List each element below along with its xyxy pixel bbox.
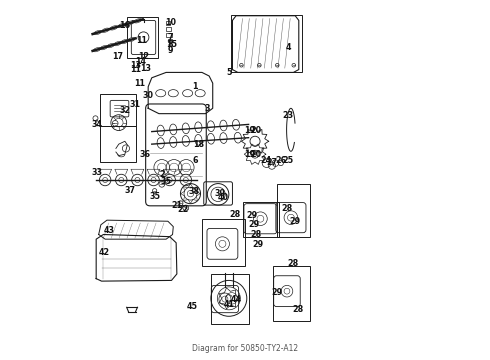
- Text: 9: 9: [168, 46, 173, 55]
- Text: 10: 10: [165, 18, 176, 27]
- Text: 24: 24: [260, 156, 271, 165]
- Text: 29: 29: [253, 240, 264, 249]
- Text: 28: 28: [229, 210, 241, 219]
- Ellipse shape: [118, 23, 125, 28]
- Bar: [272, 266, 310, 320]
- Text: 29: 29: [290, 217, 301, 226]
- Ellipse shape: [121, 40, 128, 44]
- Text: 2: 2: [159, 170, 165, 179]
- Bar: [211, 274, 248, 324]
- Text: 12: 12: [138, 53, 149, 62]
- Bar: [127, 17, 158, 58]
- Text: 41: 41: [224, 300, 235, 309]
- Text: 8: 8: [168, 40, 173, 49]
- Text: 26: 26: [275, 156, 287, 165]
- Text: 29: 29: [248, 220, 259, 229]
- Circle shape: [180, 174, 192, 186]
- Text: 31: 31: [129, 100, 141, 109]
- Text: 20: 20: [250, 150, 261, 159]
- Text: 28: 28: [288, 259, 299, 268]
- Text: 38: 38: [189, 187, 199, 196]
- Text: 19: 19: [245, 150, 255, 159]
- Text: 35: 35: [161, 177, 171, 186]
- Text: 4: 4: [285, 43, 291, 52]
- Text: 25: 25: [282, 156, 294, 165]
- Text: 45: 45: [187, 302, 198, 311]
- Text: 29: 29: [272, 288, 283, 297]
- Ellipse shape: [114, 41, 122, 46]
- Text: 7: 7: [168, 33, 173, 42]
- Ellipse shape: [107, 44, 115, 48]
- Circle shape: [116, 174, 127, 186]
- Circle shape: [99, 174, 111, 186]
- Bar: [166, 21, 170, 25]
- Circle shape: [159, 181, 165, 187]
- Text: 11: 11: [130, 65, 142, 74]
- Circle shape: [152, 189, 157, 193]
- Ellipse shape: [110, 26, 118, 30]
- Text: 11: 11: [137, 36, 147, 45]
- Text: 42: 42: [98, 248, 110, 257]
- Text: 36: 36: [139, 150, 150, 159]
- Bar: [202, 220, 245, 266]
- Circle shape: [148, 174, 159, 186]
- Ellipse shape: [93, 48, 100, 52]
- Text: 30: 30: [143, 91, 154, 100]
- Text: 43: 43: [103, 226, 114, 235]
- Circle shape: [240, 63, 243, 67]
- Bar: [100, 126, 136, 162]
- Ellipse shape: [100, 45, 107, 50]
- Bar: [166, 27, 171, 31]
- Text: 11: 11: [134, 79, 145, 88]
- Circle shape: [178, 201, 183, 206]
- Bar: [277, 184, 310, 237]
- Text: 27: 27: [267, 158, 277, 167]
- Circle shape: [258, 63, 261, 67]
- Text: 33: 33: [92, 168, 103, 177]
- Text: 18: 18: [193, 140, 204, 149]
- Ellipse shape: [102, 28, 109, 32]
- Text: 44: 44: [231, 294, 242, 303]
- Text: 17: 17: [112, 52, 123, 61]
- Text: 32: 32: [120, 105, 131, 114]
- Text: 29: 29: [246, 211, 258, 220]
- Text: 21: 21: [172, 201, 182, 210]
- Bar: [231, 15, 302, 72]
- Text: 28: 28: [250, 230, 261, 239]
- Text: 15: 15: [166, 40, 177, 49]
- Circle shape: [292, 63, 295, 67]
- Text: 3: 3: [205, 104, 210, 113]
- Text: 19: 19: [245, 126, 255, 135]
- Text: 1: 1: [192, 82, 197, 91]
- Text: 28: 28: [282, 204, 293, 213]
- Bar: [100, 94, 136, 126]
- Ellipse shape: [94, 30, 101, 35]
- Ellipse shape: [134, 19, 142, 23]
- Text: 20: 20: [250, 126, 261, 135]
- Text: 14: 14: [136, 57, 147, 66]
- Text: 6: 6: [192, 156, 197, 165]
- Circle shape: [132, 174, 143, 186]
- Ellipse shape: [127, 37, 135, 42]
- Text: 13: 13: [130, 61, 142, 70]
- Bar: [243, 202, 279, 237]
- Text: 23: 23: [282, 111, 294, 120]
- Text: 16: 16: [120, 21, 130, 30]
- Text: Diagram for 50850-TY2-A12: Diagram for 50850-TY2-A12: [192, 344, 298, 353]
- Text: 28: 28: [293, 305, 304, 314]
- Text: 34: 34: [92, 120, 102, 129]
- Ellipse shape: [126, 21, 133, 25]
- Text: 37: 37: [124, 186, 135, 195]
- Text: 35: 35: [149, 192, 160, 201]
- Text: 13: 13: [140, 64, 151, 73]
- Circle shape: [275, 63, 279, 67]
- Text: 22: 22: [178, 205, 189, 214]
- Text: 40: 40: [218, 193, 229, 202]
- Bar: [167, 33, 172, 37]
- Text: 39: 39: [215, 189, 225, 198]
- Text: 5: 5: [226, 68, 232, 77]
- Circle shape: [112, 121, 118, 126]
- Bar: [168, 40, 172, 42]
- Circle shape: [164, 174, 175, 186]
